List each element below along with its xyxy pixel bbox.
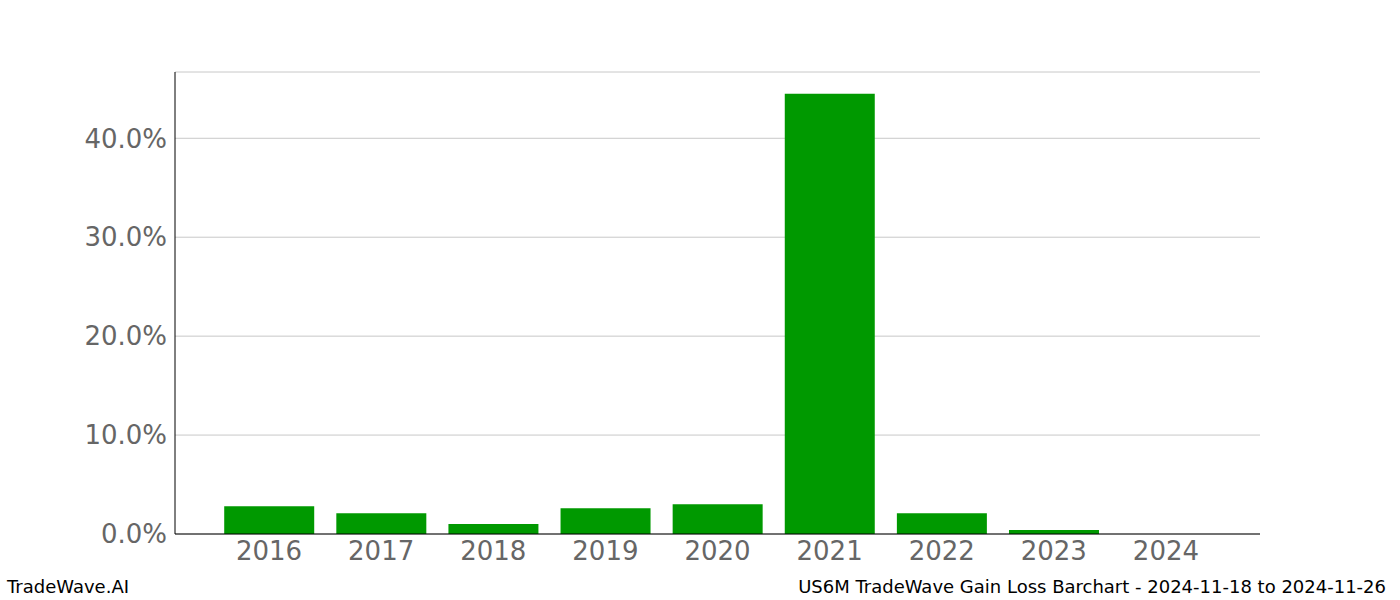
svg-text:10.0%: 10.0% [84, 420, 167, 450]
svg-text:2016: 2016 [236, 536, 302, 566]
svg-text:20.0%: 20.0% [84, 321, 167, 351]
svg-text:30.0%: 30.0% [84, 222, 167, 252]
svg-text:40.0%: 40.0% [84, 124, 167, 154]
svg-text:2020: 2020 [684, 536, 750, 566]
svg-text:2018: 2018 [460, 536, 526, 566]
svg-text:2017: 2017 [348, 536, 414, 566]
svg-text:2022: 2022 [909, 536, 975, 566]
svg-text:2023: 2023 [1021, 536, 1087, 566]
svg-text:2019: 2019 [572, 536, 638, 566]
html-text:US6M TradeWave Gain Loss Barch: US6M TradeWave Gain Loss Barchart - 2024… [798, 576, 1386, 597]
svg-text:0.0%: 0.0% [101, 519, 167, 549]
html-text:TradeWave.AI: TradeWave.AI [7, 576, 129, 597]
svg-text:2024: 2024 [1133, 536, 1199, 566]
svg-text:2021: 2021 [797, 536, 863, 566]
